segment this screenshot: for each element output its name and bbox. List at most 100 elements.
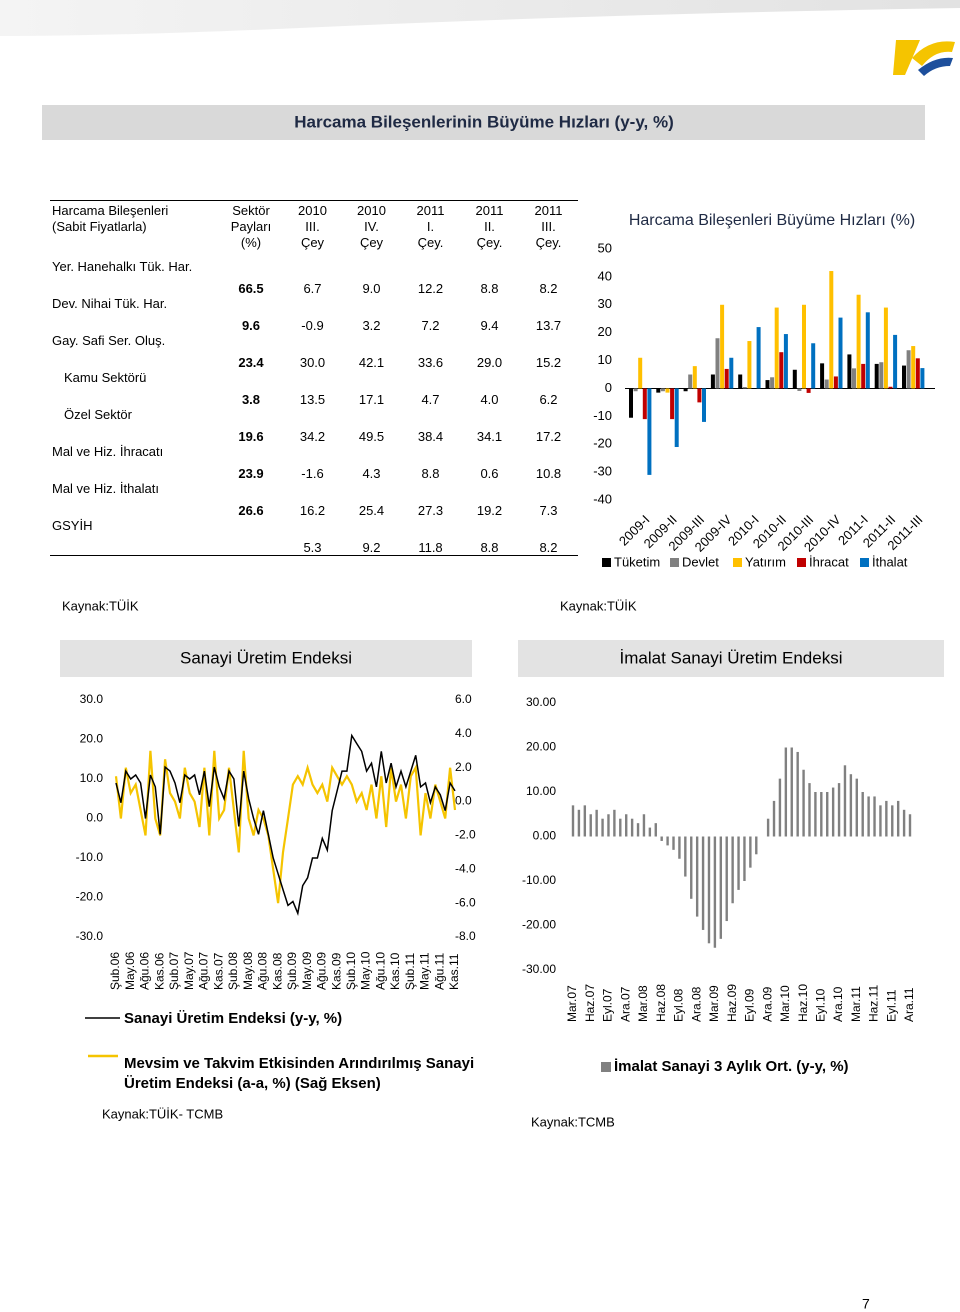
bar [656,388,661,393]
value-cell: 13.7 [535,318,562,333]
bar [920,368,925,389]
bar [738,374,743,389]
row-label: Kamu Sektörü [64,370,147,385]
value-cell: 0.6 [480,466,499,481]
bar [883,307,888,389]
bar [820,363,825,389]
bar [765,380,770,389]
bar [770,377,775,389]
legend-swatch [797,558,806,567]
x-tick-label: Eyl.09 [743,988,757,1022]
x-tick-label: May.09 [300,951,314,990]
value-cell: 17.1 [358,392,385,407]
bar [719,836,723,939]
x-tick-label: Şub.10 [344,952,358,990]
panel-title-bar [518,640,944,677]
x-tick-label: Ara.10 [831,986,845,1022]
legend-swatch [602,558,611,567]
bar [792,369,797,389]
bar [583,805,587,837]
table-row: Mal ve Hiz. İthalatı 26.6 16.2 25.4 27.3 19.2… [50,481,578,518]
y-tick-label: -4.0 [455,861,476,875]
x-tick-label: Mar.07 [565,985,579,1022]
column-header: Harcama Bileşenleri (Sabit Fiyatlarla) [50,200,219,259]
bar [725,836,728,922]
bar [660,836,663,841]
bar [915,358,920,389]
column-header: 2011 II. Çey. [460,200,519,259]
x-tick-label: Kas.09 [329,952,343,990]
x-tick-label: Ağu.07 [197,952,211,990]
bar [802,769,805,837]
share-cell: 26.6 [238,503,264,518]
bar [879,362,884,389]
bar [902,809,906,837]
legend-label: Mevsim ve Takvim Etkisinden Arındırılmış… [124,1055,475,1092]
x-tick-label: May.08 [241,951,255,990]
x-tick-label: Kas.08 [270,952,284,990]
row-label: Gay. Safi Ser. Oluş. [52,333,166,348]
header-band [0,0,960,36]
x-tick-label: Eyl.11 [884,989,898,1022]
bar [843,765,847,837]
value-cell: 38.4 [417,429,444,444]
bar [729,357,734,389]
bar [837,783,841,837]
section-title-bar [42,105,925,140]
x-tick-label: Şub.11 [403,953,417,990]
bar [896,800,900,837]
source: Kaynak:TÜİK [62,598,139,613]
bar [802,304,806,389]
x-tick-label: May.06 [123,951,137,990]
bar [852,368,856,389]
x-tick-label: Ara.11 [902,987,916,1022]
x-tick-label: Kas.10 [388,952,402,990]
column-header: 2010 III. Çey [283,200,342,259]
bar [633,388,638,392]
bar [873,796,876,837]
bar [774,307,779,389]
bar [684,836,687,877]
value-cell: 6.7 [303,281,322,296]
y-tick-label: 4.0 [455,726,472,740]
source: Kaynak:TCMB [531,1114,615,1129]
legend-label: İthalat [872,554,908,569]
x-tick-label: Ağu.08 [256,952,270,990]
bar [665,388,670,393]
bar [820,792,823,837]
bar [784,747,788,837]
y-tick-label: 10.0 [80,771,104,785]
bar [826,792,829,837]
bar [571,805,575,837]
bar [906,350,911,389]
value-cell: 10.8 [535,466,562,481]
bar [806,388,811,393]
legend-label: İhracat [809,554,849,569]
bar [879,805,882,837]
bar [885,800,888,837]
value-cell: 34.2 [299,429,326,444]
bar [707,836,711,944]
source: Kaynak:TÜİK- TCMB [102,1106,223,1121]
bar [824,379,829,389]
y-tick-label: 30.00 [526,695,556,709]
table-row: Mal ve Hiz. İhracatı 23.9 -1.6 4.3 8.8 0.6 10.… [50,444,578,481]
y-tick-label: 10.00 [526,784,556,798]
bar [638,357,643,389]
bar [724,368,729,389]
value-cell: -0.9 [301,318,324,333]
share-cell: 66.5 [238,281,264,296]
bar [865,312,870,389]
x-tick-label: Eyl.07 [601,988,615,1022]
bar [796,751,799,837]
value-cell: 4.7 [421,392,440,407]
value-cell: -1.6 [301,466,324,481]
x-tick-label: Şub.08 [226,952,240,990]
bar [893,334,898,389]
table-row: Özel Sektör 19.6 34.2 49.5 38.4 34.1 17.2 [50,407,578,444]
bar [742,387,747,389]
bar [772,800,776,837]
bar [849,774,853,837]
column-header: 2011 III. Çey. [519,200,578,259]
